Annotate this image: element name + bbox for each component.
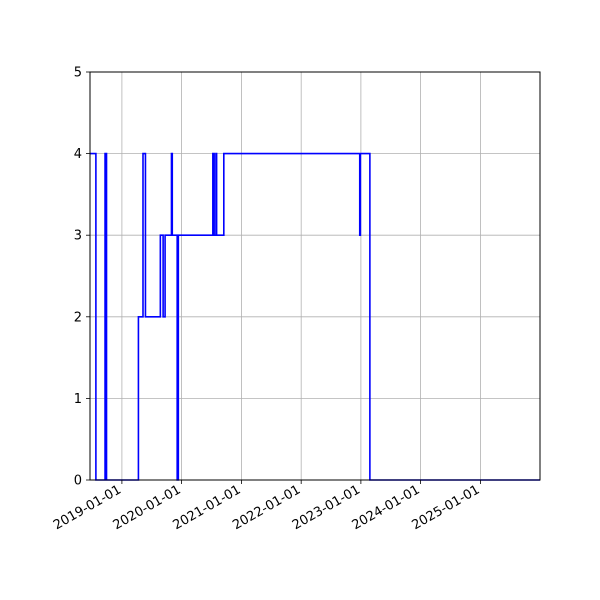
axes-frame [89,71,541,481]
y-tick-label: 1 [74,392,82,407]
y-tick-label: 2 [74,310,82,325]
y-tick-label: 0 [74,474,82,489]
series-line [90,152,540,481]
plot-area [90,152,540,481]
y-tick-label: 4 [74,147,82,162]
y-tick-label: 5 [74,66,82,81]
y-tick-label: 3 [74,229,82,244]
